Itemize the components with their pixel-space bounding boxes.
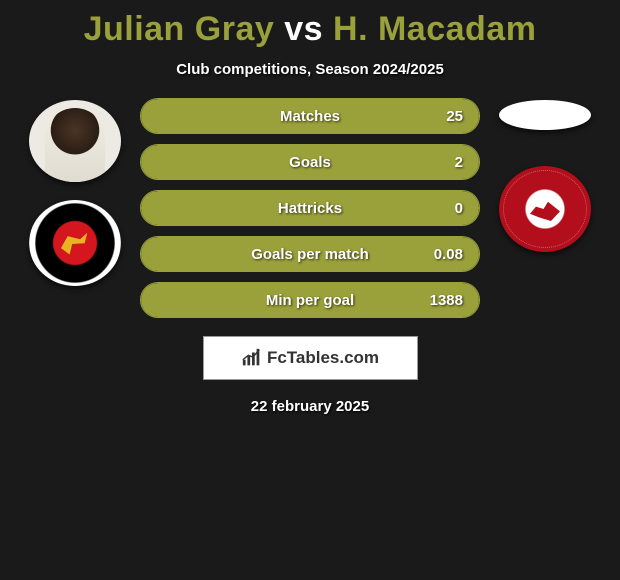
player2-name: H. Macadam (333, 10, 536, 48)
player1-name: Julian Gray (84, 10, 275, 48)
stat-bar-label: Goals (141, 145, 479, 179)
left-column (20, 98, 130, 286)
avatar-silhouette (45, 108, 105, 182)
stat-bar-value: 0.08 (434, 237, 463, 271)
stat-bar-label: Matches (141, 99, 479, 133)
stat-bar-label: Hattricks (141, 191, 479, 225)
stat-bar: Goals per match0.08 (140, 236, 480, 272)
stat-bar: Matches25 (140, 98, 480, 134)
player2-club-badge (499, 166, 591, 252)
stat-bar: Min per goal1388 (140, 282, 480, 318)
stat-bars: Matches25 Goals2 Hattricks0 Goals per match… (140, 98, 480, 318)
player2-avatar-placeholder (499, 100, 591, 130)
vs-text: vs (284, 10, 323, 48)
content-row: Matches25 Goals2 Hattricks0 Goals per match… (0, 98, 620, 318)
stat-bar-value: 25 (446, 99, 463, 133)
stat-bar: Goals2 (140, 144, 480, 180)
stat-bar-value: 0 (455, 191, 463, 225)
player1-avatar (29, 100, 121, 182)
bars-chart-icon (241, 347, 263, 369)
player1-club-badge (29, 200, 121, 286)
brand-box[interactable]: FcTables.com (203, 336, 418, 380)
right-column (490, 98, 600, 252)
subtitle: Club competitions, Season 2024/2025 (0, 61, 620, 78)
stat-bar-label: Goals per match (141, 237, 479, 271)
stat-bar-label: Min per goal (141, 283, 479, 317)
date-text: 22 february 2025 (0, 398, 620, 415)
comparison-card: Julian Gray vs H. Macadam Club competiti… (0, 0, 620, 415)
brand-text: FcTables.com (267, 348, 379, 368)
stat-bar-value: 1388 (430, 283, 463, 317)
stat-bar-value: 2 (455, 145, 463, 179)
page-title: Julian Gray vs H. Macadam (0, 10, 620, 49)
stat-bar: Hattricks0 (140, 190, 480, 226)
